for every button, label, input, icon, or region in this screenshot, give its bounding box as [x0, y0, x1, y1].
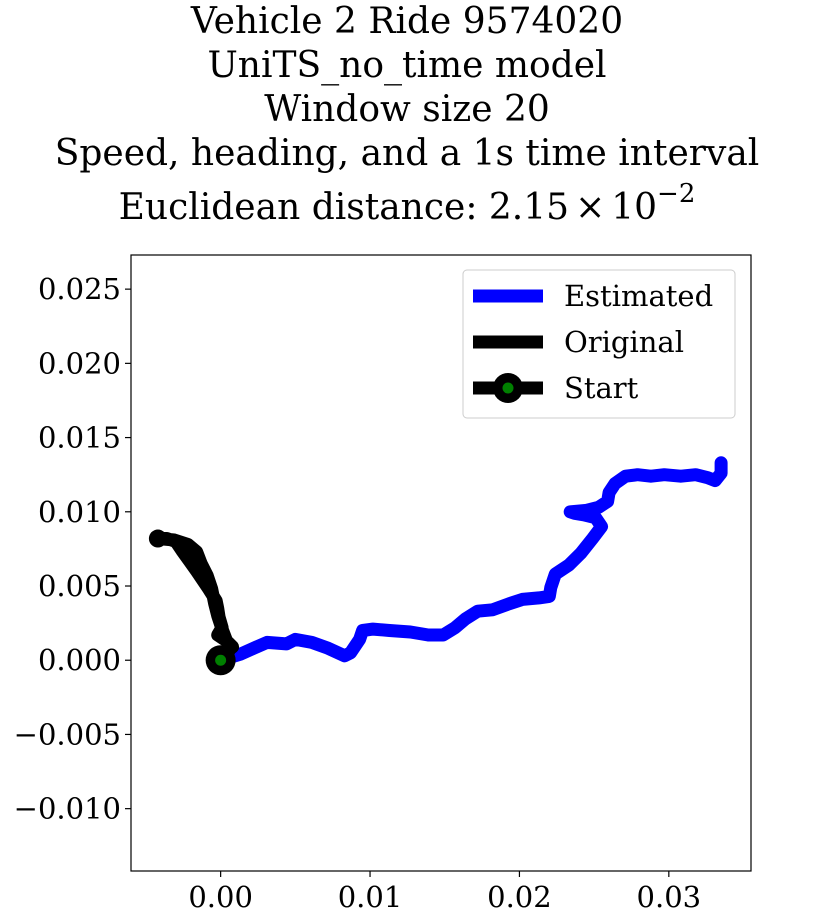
- series-line-estimated: [214, 456, 728, 667]
- y-tick-label: 0.015: [38, 421, 121, 455]
- title-line-4: Speed, heading, and a 1s time interval: [54, 133, 760, 174]
- x-tick-label: 0.01: [338, 880, 403, 914]
- y-tick-label: −0.005: [14, 717, 121, 751]
- metric-exponent: −2: [657, 179, 696, 209]
- chart-title: Vehicle 2 Ride 9574020 UniTS_no_time mod…: [0, 0, 814, 230]
- series-line-original: [151, 532, 240, 667]
- y-tick-label: 0.005: [38, 569, 121, 603]
- y-tick-label: −0.010: [14, 792, 121, 826]
- legend-label-start: Start: [564, 371, 639, 405]
- legend-label-estimated: Estimated: [564, 279, 713, 313]
- metric-mantissa: 2.15: [488, 187, 570, 228]
- metric-times: ×: [575, 187, 606, 228]
- x-tick-label: 0.02: [487, 880, 552, 914]
- y-tick-label: 0.025: [38, 272, 121, 306]
- legend-label-original: Original: [564, 325, 684, 359]
- title-line-1: Vehicle 2 Ride 9574020: [190, 1, 624, 42]
- y-tick-label: 0.010: [38, 495, 121, 529]
- axis-ticks: 0.00 0.01 0.02 0.03 0.025 0.020 0.015 0.010 0.00…: [14, 272, 701, 914]
- y-tick-label: 0.000: [38, 643, 121, 677]
- legend-box: [462, 269, 736, 419]
- title-line-metric: Euclidean distance: 2.15 × 10−2: [0, 176, 814, 230]
- y-tick-label: 0.020: [38, 346, 121, 380]
- metric-base: 10: [611, 187, 658, 228]
- original-end-marker: [148, 529, 167, 548]
- metric-label: Euclidean distance:: [118, 187, 489, 228]
- x-tick-label: 0.03: [637, 880, 702, 914]
- start-marker-center: [215, 654, 227, 666]
- x-tick-label: 0.00: [188, 880, 253, 914]
- title-line-3: Window size 20: [264, 89, 550, 130]
- title-line-2: UniTS_no_time model: [207, 45, 607, 86]
- series-layer: [148, 456, 728, 676]
- legend-start-marker-center: [502, 382, 514, 394]
- axes-frame: [130, 254, 752, 872]
- legend: Estimated Original Start: [462, 269, 736, 419]
